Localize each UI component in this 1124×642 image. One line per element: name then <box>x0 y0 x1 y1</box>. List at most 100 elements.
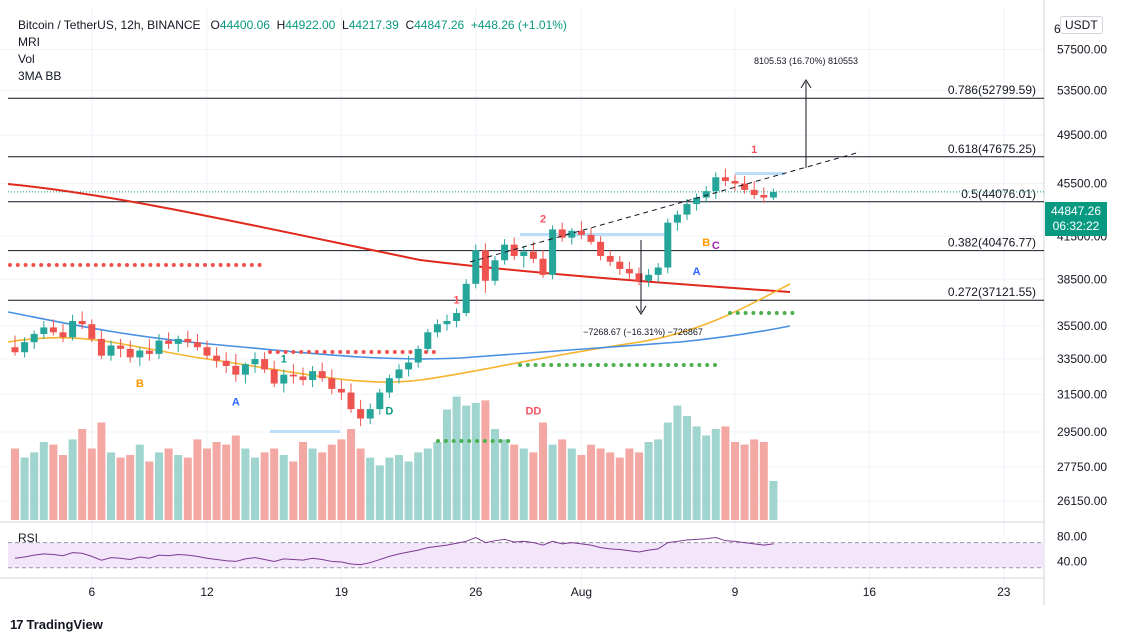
volume-bar <box>97 422 106 520</box>
candle-body <box>213 355 221 361</box>
dot-row-green <box>443 439 448 443</box>
range-marker <box>735 172 785 175</box>
volume-bar <box>375 465 384 520</box>
candle-body <box>424 332 432 349</box>
range-marker <box>270 430 340 433</box>
currency-button[interactable]: USDT <box>1060 16 1103 34</box>
low-value: 44217.39 <box>348 18 399 32</box>
candle-body <box>145 350 153 354</box>
dot-row-green <box>705 363 710 367</box>
candle-body <box>30 333 38 343</box>
price-axis-label-partial: 6 <box>1054 22 1061 36</box>
volume-bar <box>203 448 211 520</box>
open-label: O <box>210 18 220 32</box>
candle-body <box>97 338 105 356</box>
fib-level-label: 0.382(40476.77) <box>948 236 1036 250</box>
tradingview-mark-icon: 17 <box>10 617 24 632</box>
candle-body <box>472 250 480 284</box>
candle-body <box>261 359 269 370</box>
dot-row-green <box>658 363 663 367</box>
price-axis-label: 29500.00 <box>1057 425 1107 439</box>
dot-row-red <box>338 350 343 354</box>
open-value: 44400.06 <box>219 18 270 32</box>
volume-bar <box>471 403 480 520</box>
indicator-3ma-bb[interactable]: 3MA BB <box>18 69 62 83</box>
volume-bar <box>539 422 547 520</box>
dot-row-red <box>70 263 75 267</box>
rsi-line <box>14 536 774 566</box>
indicator-vol[interactable]: Vol <box>18 52 35 66</box>
signal-marker: A <box>693 266 701 278</box>
volume-bar <box>721 426 730 520</box>
change-value: +448.26 (+1.01%) <box>470 18 567 32</box>
volume-bar <box>443 409 451 520</box>
candle-body <box>328 378 336 389</box>
volume-bar <box>663 422 672 520</box>
volume-bar <box>11 448 19 520</box>
dot-row-red <box>203 263 207 267</box>
dot-row-green <box>580 363 585 367</box>
dot-row-green <box>596 363 600 367</box>
volume-bar <box>577 455 586 520</box>
volume-bar <box>510 444 519 520</box>
dot-row-green <box>459 439 464 443</box>
fib-level-label: 0.272(37121.55) <box>948 285 1036 299</box>
volume-bar <box>241 448 250 520</box>
volume-bar <box>423 448 432 520</box>
high-label: H <box>276 18 286 32</box>
symbol-title[interactable]: Bitcoin / TetherUS, 12h, BINANCE <box>18 18 201 32</box>
candle-body <box>155 340 163 354</box>
candle-body <box>443 320 451 325</box>
dot-row-red <box>62 263 67 267</box>
candle-body <box>760 194 768 198</box>
rsi-label[interactable]: RSI <box>18 531 39 545</box>
candle-body <box>414 348 422 363</box>
rsi-axis-label: 80.00 <box>1057 529 1087 543</box>
dot-row-red <box>78 263 83 267</box>
fib-level-label: 0.786(52799.59) <box>948 83 1036 97</box>
candle-body <box>203 347 211 356</box>
dot-row-red <box>369 350 374 354</box>
candle-body <box>587 234 595 242</box>
candle-body <box>126 348 134 358</box>
volume-bar <box>251 457 259 520</box>
candle-body <box>702 191 710 198</box>
dot-row-green <box>751 311 756 315</box>
volume-bar <box>558 439 567 520</box>
candle-body <box>357 409 365 419</box>
candle-body <box>721 177 729 182</box>
price-axis-label: 26150.00 <box>1057 494 1107 508</box>
dot-row-red <box>140 263 145 267</box>
signal-marker: B <box>702 237 710 249</box>
volume-bar <box>78 429 87 520</box>
indicator-mri[interactable]: MRI <box>18 35 40 49</box>
volume-bar <box>731 442 739 520</box>
dot-row-green <box>674 363 678 367</box>
candle-body <box>318 371 326 379</box>
dot-row-red <box>249 263 254 267</box>
dot-row-red <box>8 263 12 267</box>
volume-bar <box>289 461 298 520</box>
dot-row-red <box>195 263 200 267</box>
dot-row-green <box>557 363 561 367</box>
price-axis-label: 49500.00 <box>1057 128 1107 142</box>
dot-row-green <box>635 363 639 367</box>
price-axis-label: 53500.00 <box>1057 84 1107 98</box>
dot-row-red <box>234 263 239 267</box>
dot-row-red <box>15 263 20 267</box>
volume-bar <box>702 435 711 520</box>
candle-body <box>251 359 259 365</box>
current-price-value: 44847.26 <box>1050 204 1102 218</box>
dot-row-red <box>242 263 246 267</box>
price-axis-label: 33500.00 <box>1057 352 1107 366</box>
dot-row-red <box>164 263 168 267</box>
price-axis-label: 38500.00 <box>1057 272 1107 286</box>
dot-row-green <box>451 439 456 443</box>
dot-row-green <box>603 363 608 367</box>
volume-bar <box>625 448 634 520</box>
tradingview-logo[interactable]: 17 TradingView <box>10 617 103 632</box>
candle-body <box>270 369 278 384</box>
dot-row-green <box>549 363 554 367</box>
dot-row-red <box>353 350 358 354</box>
